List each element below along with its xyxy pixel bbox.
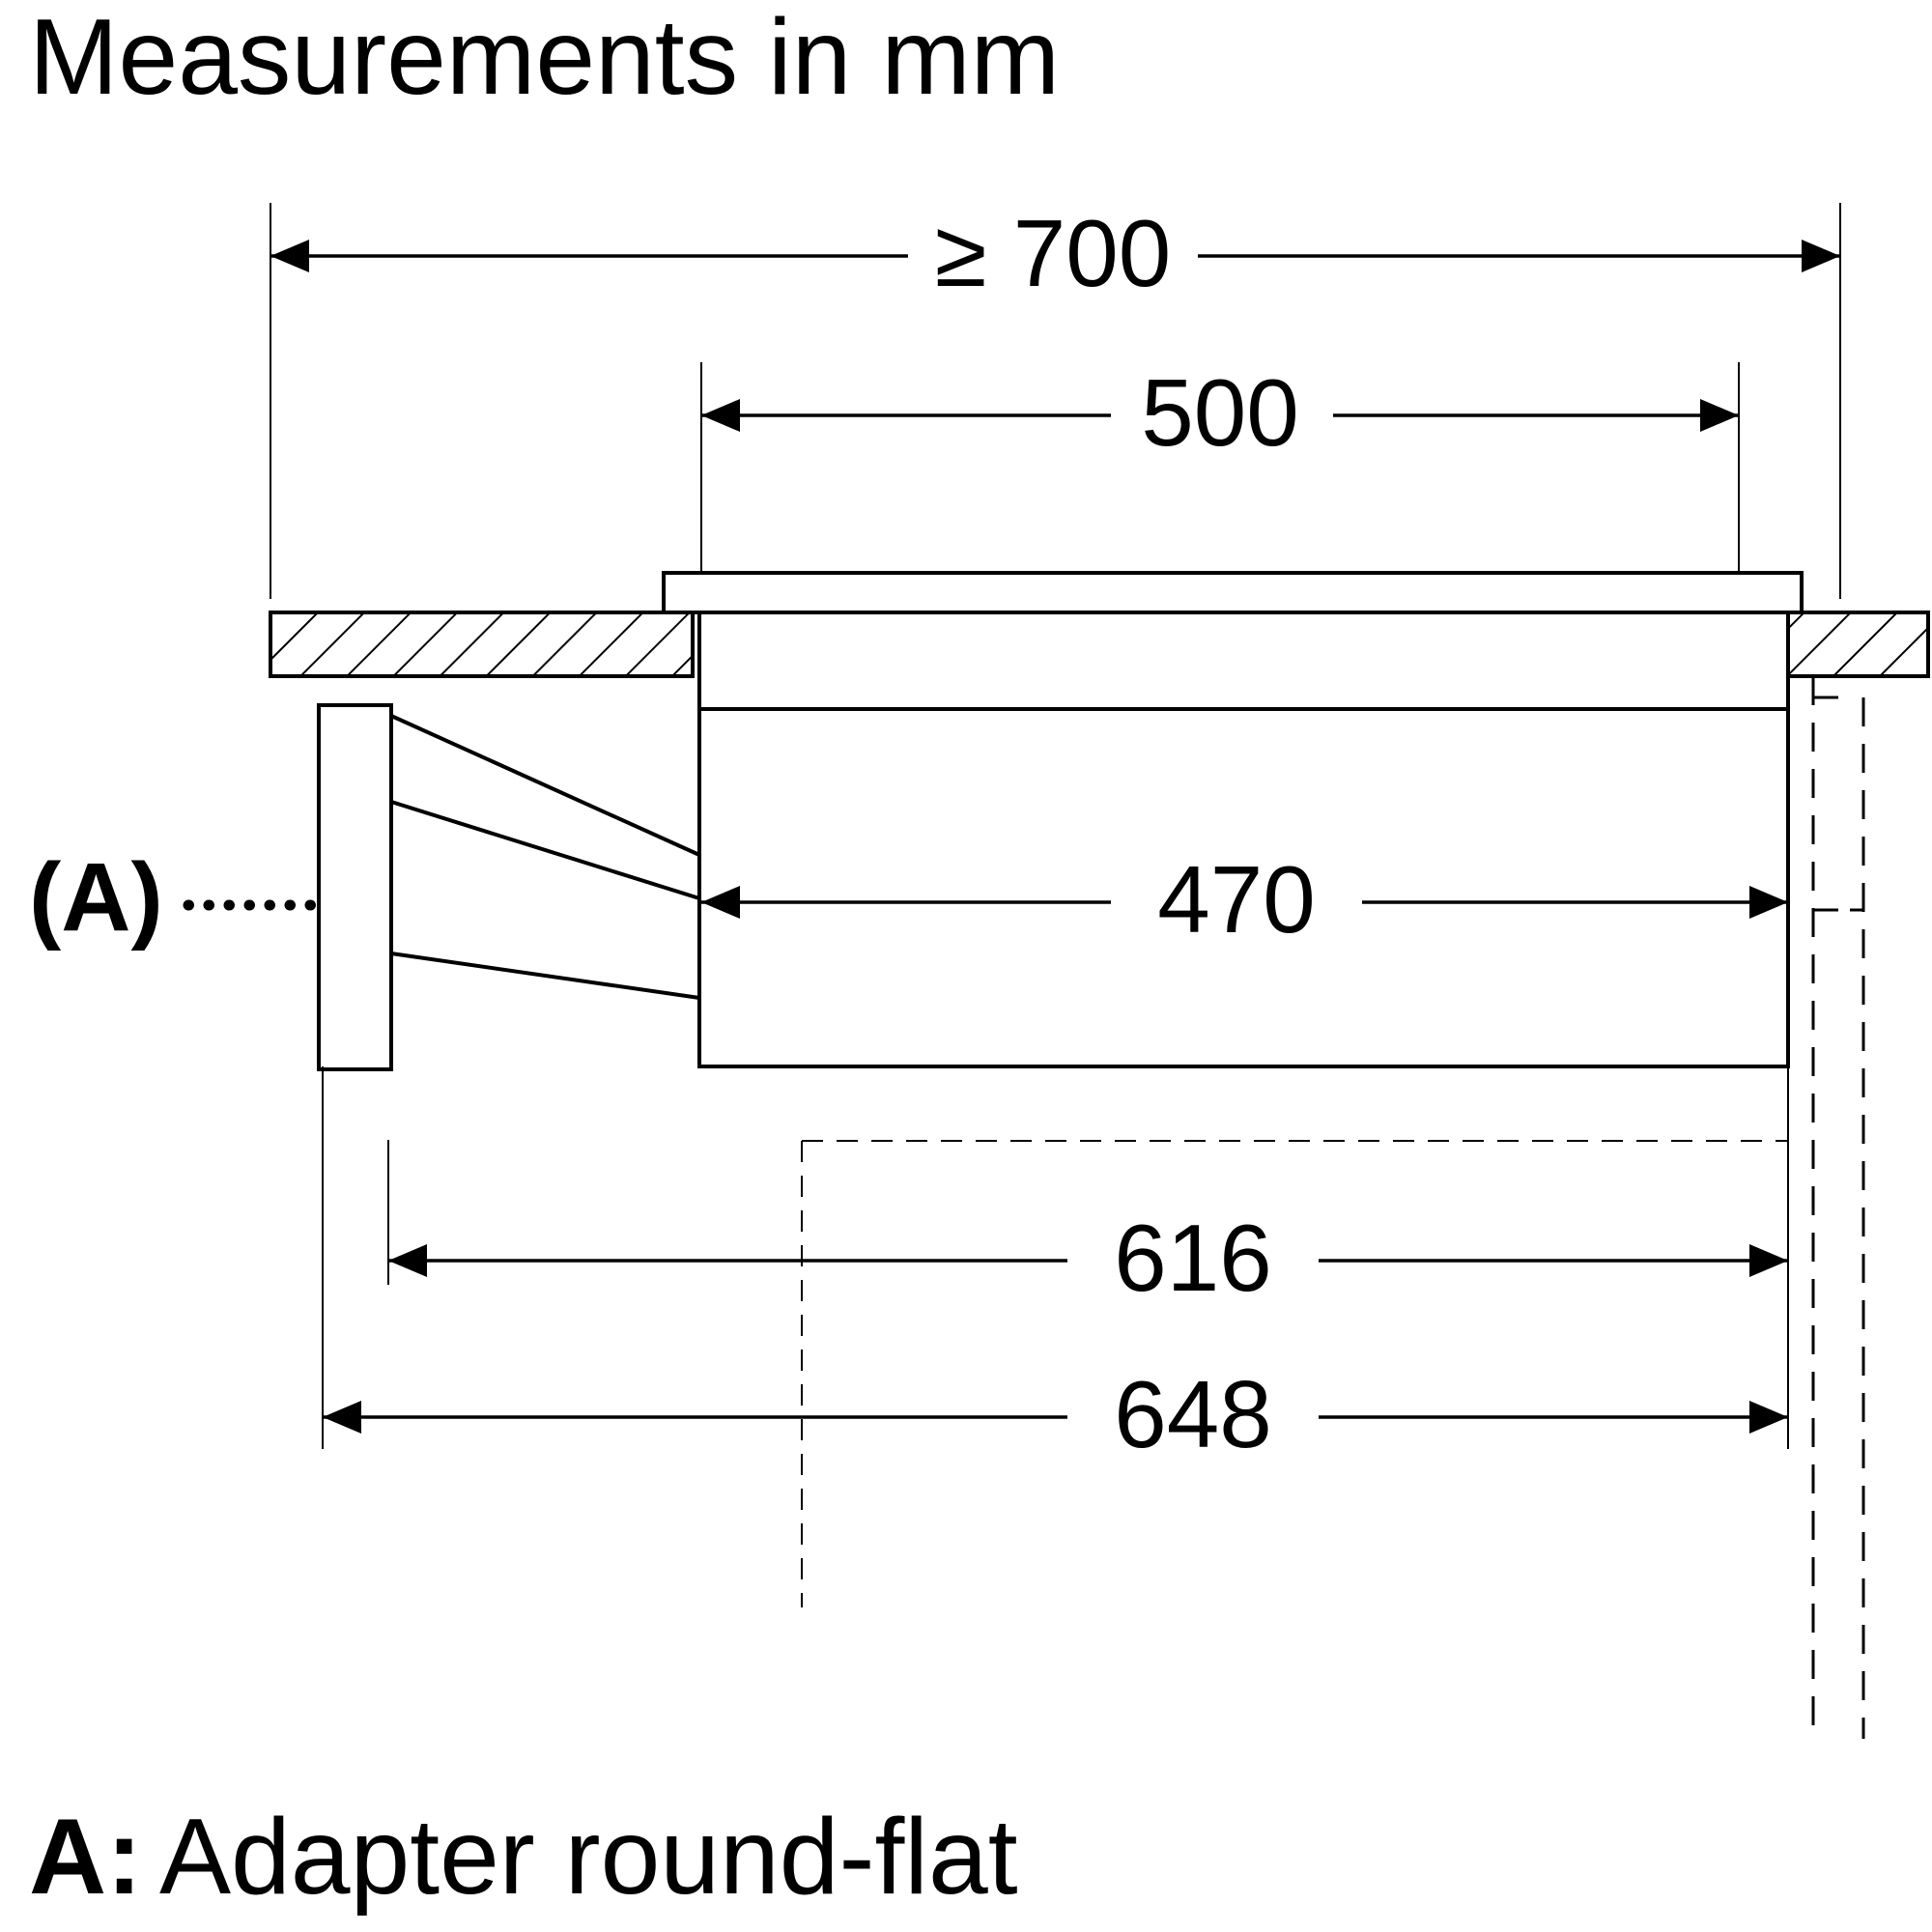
svg-text:(A): (A) (29, 843, 163, 952)
svg-text:616: 616 (1114, 1205, 1272, 1311)
svg-text:470: 470 (1157, 846, 1316, 952)
svg-text:≥ 700: ≥ 700 (935, 200, 1172, 306)
svg-text:Measurements in mm: Measurements in mm (29, 0, 1060, 117)
svg-text:A:: A: (29, 1797, 142, 1917)
svg-text:Adapter round-flat: Adapter round-flat (159, 1797, 1018, 1917)
svg-text:648: 648 (1114, 1361, 1272, 1467)
svg-text:500: 500 (1141, 359, 1299, 466)
